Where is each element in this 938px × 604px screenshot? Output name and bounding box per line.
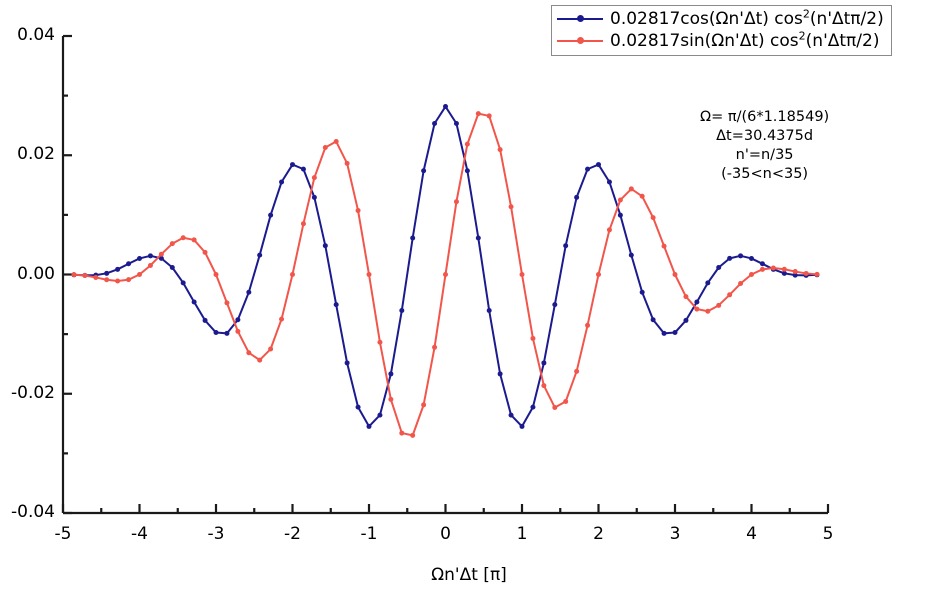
legend-label-cos: 0.02817cos(Ωn'Δt) cos2(n'Δtπ/2) xyxy=(610,7,884,29)
y-tick-label: 0.00 xyxy=(17,263,55,284)
x-tick-label: 5 xyxy=(822,524,834,544)
legend-label-sin: 0.02817sin(Ωn'Δt) cos2(n'Δtπ/2) xyxy=(610,29,880,51)
legend[interactable]: 0.02817cos(Ωn'Δt) cos2(n'Δtπ/2) 0.02817s… xyxy=(551,5,892,56)
x-axis-title: Ωn'Δt [π] xyxy=(431,565,507,585)
x-tick-label: -3 xyxy=(207,524,225,544)
annotation-line: Ω= π/(6*1.18549) xyxy=(700,109,830,125)
x-tick-label: -5 xyxy=(54,524,72,544)
parameter-annotation: Ω= π/(6*1.18549) Δt=30.4375d n'=n/35 (-35<n… xyxy=(700,108,829,184)
annotation-line: Δt=30.4375d xyxy=(716,128,814,144)
y-tick-label: -0.02 xyxy=(11,382,55,403)
x-tick-label: 3 xyxy=(669,524,681,544)
x-tick-label: 0 xyxy=(440,524,451,544)
y-tick-label: 0.02 xyxy=(17,144,55,165)
annotation-line: n'=n/35 xyxy=(735,147,794,163)
annotation-line: (-35<n<35) xyxy=(721,166,809,182)
legend-swatch-cos xyxy=(557,13,603,25)
x-tick-label: -4 xyxy=(131,524,148,544)
axis-ticks xyxy=(61,34,830,515)
x-tick-label: -2 xyxy=(284,524,301,544)
series-layer xyxy=(71,104,820,438)
x-tick-label: 4 xyxy=(746,524,757,544)
x-tick-label: -1 xyxy=(360,524,378,544)
legend-swatch-sin xyxy=(557,35,603,47)
legend-item-cos[interactable]: 0.02817cos(Ωn'Δt) cos2(n'Δtπ/2) xyxy=(557,7,884,29)
legend-item-sin[interactable]: 0.02817sin(Ωn'Δt) cos2(n'Δtπ/2) xyxy=(557,29,884,51)
y-tick-label: 0.04 xyxy=(17,25,55,45)
x-tick-label: 1 xyxy=(516,524,528,544)
x-tick-label: 2 xyxy=(593,524,604,544)
y-tick-label: -0.04 xyxy=(11,502,55,522)
